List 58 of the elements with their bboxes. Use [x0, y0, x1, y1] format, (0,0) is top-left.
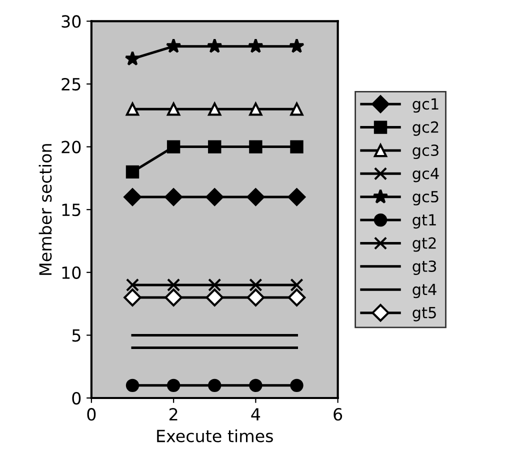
point — [290, 140, 304, 154]
legend-label: gc4 — [412, 168, 439, 182]
point — [124, 50, 140, 66]
point — [290, 278, 304, 292]
x-tick-label: 2 — [169, 408, 178, 420]
legend-label: gc1 — [412, 98, 438, 113]
point — [166, 140, 180, 154]
x-axis-title: Execute times — [157, 429, 273, 442]
y-tick-label: 0 — [72, 392, 81, 405]
point — [166, 378, 180, 392]
point — [126, 102, 140, 116]
point — [124, 188, 142, 206]
y-tick-label: 10 — [62, 266, 81, 279]
x-tick-label: 4 — [251, 408, 260, 420]
point — [289, 38, 304, 53]
point — [164, 288, 182, 306]
point — [206, 188, 224, 206]
point — [246, 188, 265, 206]
legend-label: gc3 — [412, 144, 438, 160]
y-tick-label: 30 — [62, 15, 81, 28]
point — [124, 288, 142, 306]
point — [126, 378, 140, 392]
point — [164, 188, 182, 206]
point — [290, 378, 304, 392]
point — [208, 278, 222, 292]
legend-label: gt3 — [412, 260, 436, 275]
y-tick-label: 5 — [72, 329, 80, 342]
x-tick-label: 6 — [334, 408, 342, 421]
point — [208, 102, 222, 116]
legend-label: gt5 — [412, 307, 436, 322]
point — [249, 378, 262, 392]
point — [166, 38, 182, 53]
point — [248, 38, 264, 53]
point — [206, 288, 224, 306]
point — [246, 288, 265, 306]
x-tick-label: 0 — [87, 408, 96, 421]
y-axis-title: Member section — [38, 144, 52, 275]
point — [126, 165, 140, 179]
point — [126, 278, 140, 292]
legend-label: gt1 — [412, 214, 436, 229]
point — [290, 102, 304, 116]
point — [166, 102, 180, 116]
legend-label: gc2 — [412, 121, 438, 136]
point — [249, 140, 262, 154]
point — [208, 140, 222, 154]
point — [288, 288, 306, 306]
y-tick-label: 20 — [62, 140, 81, 154]
legend-label: gt4 — [412, 284, 436, 298]
point — [249, 278, 262, 292]
y-tick-label: 15 — [62, 204, 80, 216]
point — [208, 378, 222, 392]
point — [206, 38, 222, 53]
legend-label: gc5 — [412, 191, 438, 206]
point — [288, 188, 306, 206]
legend-label: gt2 — [412, 237, 436, 252]
point — [166, 278, 180, 292]
y-tick-label: 25 — [62, 78, 80, 91]
point — [249, 102, 262, 116]
